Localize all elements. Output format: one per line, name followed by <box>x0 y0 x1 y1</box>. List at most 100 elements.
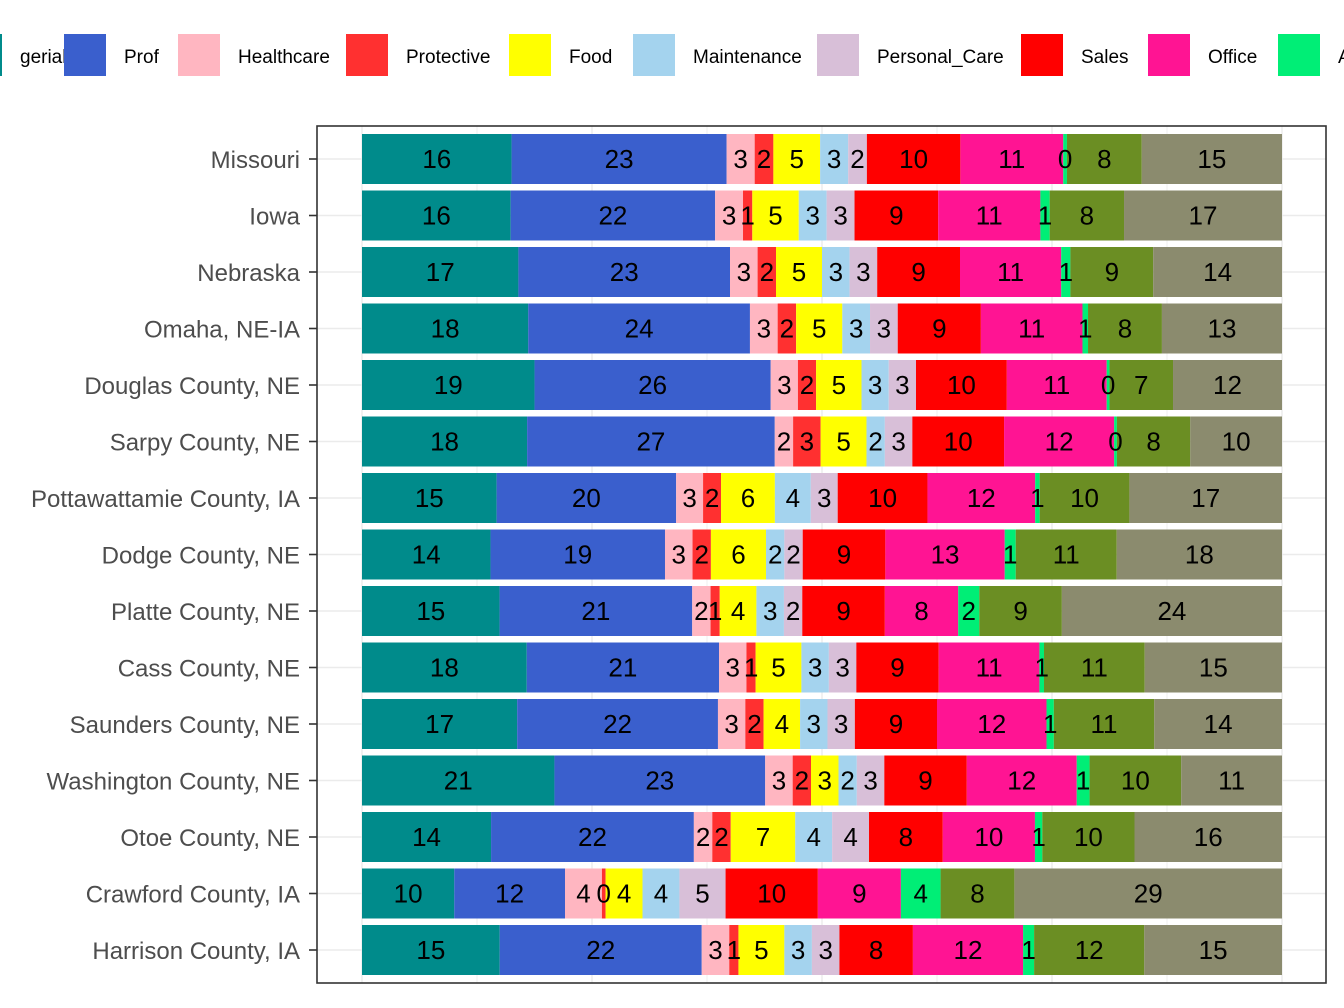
bar-segment-personal-care <box>827 699 855 749</box>
bar-segment-managerial <box>362 134 512 184</box>
bar-segment-personal-care <box>828 642 857 693</box>
bar-segment-healthcare <box>730 247 758 297</box>
data-label-other: 15 <box>1199 935 1228 965</box>
data-label-maintenance: 4 <box>654 879 668 909</box>
data-label-agriculture: 1 <box>1076 766 1090 796</box>
bar-segment-sales <box>869 812 943 862</box>
bar-segment-sales <box>725 868 818 919</box>
data-label-prof: 22 <box>586 935 615 965</box>
bar-segment-personal-care <box>784 529 803 580</box>
data-label-food: 5 <box>771 653 785 683</box>
bar-segment-food <box>773 134 821 184</box>
data-label-food: 3 <box>818 766 832 796</box>
data-label-agriculture: 1 <box>1078 314 1092 344</box>
data-label-construction: 8 <box>1080 201 1094 231</box>
data-label-office: 12 <box>954 935 983 965</box>
bar-segment-prof <box>526 642 720 693</box>
category-label: Crawford County, IA <box>86 882 300 909</box>
bar-segment-personal-care <box>856 755 885 806</box>
bar-segment-other <box>1124 190 1282 241</box>
bar-segment-healthcare <box>774 416 794 467</box>
bar-segment-office <box>885 529 1005 580</box>
bar-segment-maintenance <box>765 529 785 580</box>
bar-segment-agriculture <box>1063 134 1067 184</box>
data-label-agriculture: 0 <box>1101 370 1115 400</box>
data-label-protective: 0 <box>597 879 611 909</box>
data-label-office: 12 <box>1045 427 1074 457</box>
data-label-personal-care: 3 <box>863 766 877 796</box>
data-label-construction: 10 <box>1121 766 1150 796</box>
bar-segment-agriculture <box>1039 642 1044 693</box>
bar-segment-construction <box>1049 190 1125 241</box>
data-label-sales: 10 <box>757 879 786 909</box>
data-label-managerial: 16 <box>422 144 451 174</box>
bar-segment-sales <box>854 699 937 749</box>
bar-segment-food <box>763 699 801 749</box>
data-label-healthcare: 3 <box>737 257 751 287</box>
bar-segment-food <box>730 812 796 862</box>
data-label-maintenance: 3 <box>868 370 882 400</box>
bar-segment-office <box>884 586 959 636</box>
data-label-personal-care: 2 <box>786 596 800 626</box>
data-label-healthcare: 2 <box>777 427 791 457</box>
data-label-sales: 9 <box>837 540 851 570</box>
legend-swatch-agriculture <box>1278 34 1320 76</box>
data-label-personal-care: 4 <box>843 822 857 852</box>
bar-segment-prof <box>528 303 750 354</box>
data-label-managerial: 17 <box>425 709 454 739</box>
data-label-personal-care: 5 <box>695 879 709 909</box>
data-label-healthcare: 3 <box>708 935 722 965</box>
bar-segment-sales <box>877 247 960 297</box>
legend-swatch-maintenance <box>633 34 675 76</box>
bar-segment-construction <box>979 586 1062 636</box>
data-label-construction: 10 <box>1074 822 1103 852</box>
data-label-healthcare: 3 <box>757 314 771 344</box>
category-label: Sarpy County, NE <box>110 430 300 457</box>
bar-segment-maintenance <box>801 642 829 693</box>
data-label-construction: 11 <box>1091 709 1118 739</box>
legend-label-personal-care: Personal_Care <box>877 47 1004 68</box>
data-label-prof: 23 <box>610 257 639 287</box>
bar-segment-maintenance <box>795 812 833 862</box>
legend-swatch-managerial <box>0 34 2 76</box>
category-label: Saunders County, NE <box>70 712 300 739</box>
bar-segment-maintenance <box>798 190 827 241</box>
y-axis: Missouri Iowa Nebraska Omaha, NE-IA Douglas … <box>31 147 317 965</box>
legend-label-sales: Sales <box>1081 47 1129 68</box>
bar-segment-other <box>1129 473 1282 523</box>
data-label-personal-care: 3 <box>895 370 909 400</box>
data-label-maintenance: 2 <box>768 540 782 570</box>
data-label-office: 10 <box>974 822 1003 852</box>
data-label-office: 12 <box>967 483 996 513</box>
data-label-maintenance: 3 <box>827 144 841 174</box>
bar-segment-other <box>1190 416 1282 467</box>
data-label-prof: 23 <box>605 144 634 174</box>
data-label-office: 12 <box>1007 766 1036 796</box>
data-label-other: 18 <box>1185 540 1214 570</box>
data-label-prof: 22 <box>578 822 607 852</box>
bar-segment-office <box>817 868 901 919</box>
bar-segment-protective <box>793 416 821 467</box>
data-label-agriculture: 1 <box>1059 257 1073 287</box>
data-label-sales: 8 <box>899 822 913 852</box>
data-label-food: 5 <box>836 427 850 457</box>
data-label-managerial: 21 <box>444 766 473 796</box>
data-label-agriculture: 1 <box>1031 822 1045 852</box>
bar-segment-managerial <box>362 755 555 806</box>
data-label-protective: 1 <box>727 935 741 965</box>
bar-segment-other <box>1161 303 1282 354</box>
category-label: Iowa <box>249 204 300 231</box>
data-label-office: 13 <box>931 540 960 570</box>
data-label-managerial: 19 <box>434 370 463 400</box>
bar-segment-office <box>942 812 1035 862</box>
data-label-food: 4 <box>617 879 631 909</box>
data-label-construction: 7 <box>1134 370 1148 400</box>
data-label-protective: 1 <box>744 653 758 683</box>
data-label-construction: 12 <box>1075 935 1104 965</box>
data-label-construction: 8 <box>1097 144 1111 174</box>
data-label-protective: 2 <box>694 540 708 570</box>
data-label-prof: 23 <box>645 766 674 796</box>
data-label-office: 9 <box>852 879 866 909</box>
bar-segment-healthcare <box>770 360 798 410</box>
